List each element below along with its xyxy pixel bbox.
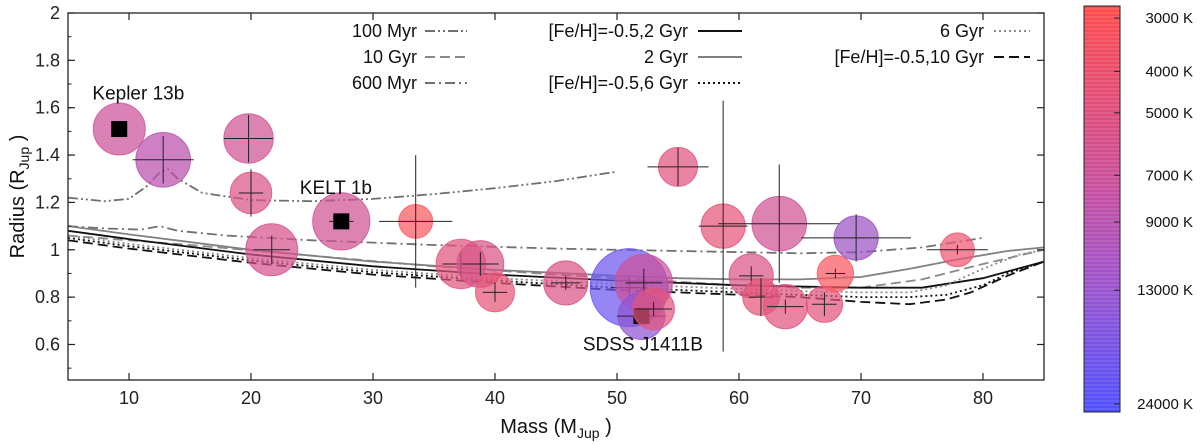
- y-axis-title-group: Radius (RJup ): [7, 135, 32, 259]
- legend-entry-1: 10 Gyr: [363, 47, 467, 67]
- y-tick-label-4: 1.4: [35, 145, 60, 165]
- point-square-marker: [333, 213, 350, 230]
- x-tick-label-3: 40: [485, 388, 505, 408]
- colorbar-label-5: 13000 K: [1137, 282, 1193, 299]
- data-point-21: [805, 285, 844, 323]
- legend-entry-7: [Fe/H]=-0.5,10 Gyr: [834, 47, 1030, 67]
- data-point-23: [801, 214, 912, 262]
- legend: 100 Myr 10 Gyr 600 Myr [Fe/H]=-0.5,2 Gyr 2 G…: [352, 21, 1030, 93]
- data-point-10: [543, 260, 589, 306]
- colorbar-label-0: 3000 K: [1145, 10, 1193, 27]
- data-point-24: [926, 232, 988, 268]
- annotation-0: Kepler 13b: [92, 83, 184, 104]
- colorbar: 3000 K 4000 K 5000 K 7000 K 9000 K 13000 K 240…: [1083, 5, 1193, 413]
- data-point-3: [229, 169, 273, 217]
- colorbar-label-4: 9000 K: [1145, 214, 1193, 231]
- model-curve-0: [68, 168, 618, 203]
- point-square-marker: [111, 121, 128, 138]
- legend-label: 10 Gyr: [363, 47, 417, 67]
- y-tick-label-6: 1.8: [35, 50, 60, 70]
- data-point-14: [632, 287, 675, 331]
- x-tick-label-4: 50: [607, 388, 627, 408]
- legend-label: [Fe/H]=-0.5,6 Gyr: [548, 73, 688, 93]
- plot-frame: [67, 12, 1045, 381]
- y-tick-label-1: 0.8: [35, 287, 60, 307]
- x-tick-label-5: 60: [729, 388, 749, 408]
- colorbar-label-3: 7000 K: [1145, 167, 1193, 184]
- data-point-6: [379, 155, 453, 288]
- data-point-22: [816, 254, 855, 293]
- data-point-1: [132, 132, 194, 188]
- data-point-20: [762, 284, 808, 330]
- data-point-2: [223, 113, 274, 164]
- legend-entry-0: 100 Myr: [352, 21, 467, 41]
- legend-label: 600 Myr: [352, 73, 417, 93]
- data-point-5: [312, 192, 371, 251]
- y-tick-label-3: 1.2: [35, 192, 60, 212]
- colorbar-label-6: 24000 K: [1137, 396, 1193, 413]
- colorbar-label-1: 4000 K: [1145, 63, 1193, 80]
- legend-entry-6: 6 Gyr: [940, 21, 1030, 41]
- x-tick-label-2: 30: [363, 388, 383, 408]
- legend-label: [Fe/H]=-0.5,2 Gyr: [548, 21, 688, 41]
- data-point-4: [245, 223, 299, 277]
- legend-entry-2: 600 Myr: [352, 73, 467, 93]
- y-tick-label-2: 1: [50, 240, 60, 260]
- x-axis-title: Mass (MJup ): [500, 416, 611, 441]
- data-point-15: [647, 146, 709, 187]
- data-point-19: [718, 164, 841, 283]
- data-point-16: [698, 100, 748, 352]
- x-tick-label-1: 20: [241, 388, 261, 408]
- colorbar-label-2: 5000 K: [1145, 105, 1193, 122]
- x-tick-label-6: 70: [851, 388, 871, 408]
- legend-entry-3: [Fe/H]=-0.5,2 Gyr: [548, 21, 742, 41]
- annotations: Kepler 13b KELT 1b SDSS J1411B: [92, 83, 703, 355]
- y-tick-label-5: 1.6: [35, 98, 60, 118]
- legend-entry-4: 2 Gyr: [644, 47, 742, 67]
- legend-label: 100 Myr: [352, 21, 417, 41]
- y-axis-title: Radius (RJup ): [7, 135, 32, 259]
- legend-entry-5: [Fe/H]=-0.5,6 Gyr: [548, 73, 742, 93]
- x-tick-label-0: 10: [119, 388, 139, 408]
- legend-label: [Fe/H]=-0.5,10 Gyr: [834, 47, 984, 67]
- data-point-9: [475, 272, 515, 313]
- x-tick-label-7: 80: [973, 388, 993, 408]
- annotation-1: KELT 1b: [300, 178, 372, 199]
- colorbar-gradient: [1083, 5, 1121, 413]
- y-tick-label-0: 0.6: [35, 334, 60, 354]
- data-point-0: [92, 102, 146, 156]
- legend-label: 6 Gyr: [940, 21, 984, 41]
- y-tick-label-7: 2: [50, 3, 60, 23]
- data-points: [92, 100, 988, 352]
- annotation-2: SDSS J1411B: [583, 334, 703, 355]
- legend-label: 2 Gyr: [644, 47, 688, 67]
- axes: 10 20 30 40 50 60 70 80 0.6 0.8 1 1.2 1.4 1.6 1.8 2 Mass…: [7, 3, 1045, 441]
